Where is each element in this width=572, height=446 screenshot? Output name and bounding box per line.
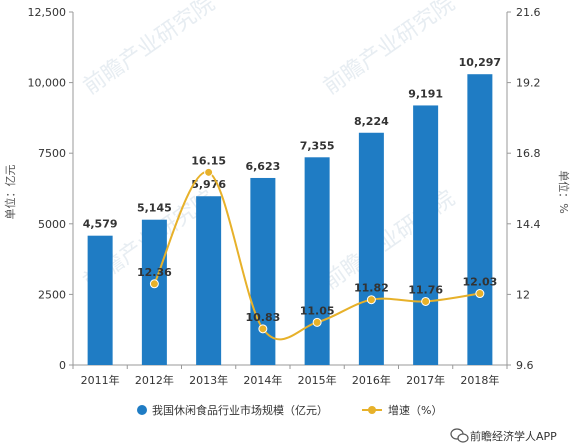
watermark-text: 前瞻产业研究院	[319, 186, 460, 295]
legend-line-label: 增速（%）	[388, 403, 442, 417]
growth-point	[366, 295, 376, 305]
legend: 我国休闲食品行业市场规模（亿元） 增速（%）	[137, 403, 442, 417]
footer: 前瞻经济学人APP	[450, 428, 557, 443]
x-axis-tick-label: 2016年	[352, 373, 391, 387]
x-axis-tick-label: 2014年	[243, 373, 282, 387]
watermark-text: 前瞻产业研究院	[79, 0, 220, 100]
watermark-text: 前瞻产业研究院	[319, 0, 460, 100]
bar	[358, 132, 384, 365]
x-axis: 2011年 2012年 2013年 2014年 2015年 2016年 2017年 2018年	[72, 364, 508, 387]
bar	[467, 74, 493, 366]
x-axis-tick-label: 2011年	[81, 373, 120, 387]
left-axis: 0 2500 5000 7500 10,000 12,500	[28, 6, 74, 372]
growth-point	[204, 167, 214, 177]
growth-point	[312, 317, 322, 327]
legend-bar-swatch	[137, 405, 147, 415]
left-axis-tick-label: 5000	[38, 218, 66, 231]
x-axis-tick-label: 2018年	[460, 373, 499, 387]
bar-value-label: 8,224	[354, 115, 389, 128]
left-axis-title: 单位：亿元	[3, 165, 17, 220]
right-axis-title: 单位：%	[557, 170, 571, 213]
bar	[87, 235, 113, 365]
growth-point	[258, 324, 268, 334]
x-axis-tick-label: 2013年	[189, 373, 228, 387]
left-axis-tick-label: 10,000	[28, 77, 67, 90]
bar	[413, 105, 439, 365]
bar-value-label: 5,976	[191, 178, 226, 191]
growth-value-label: 10.83	[245, 311, 280, 324]
growth-value-label: 11.82	[354, 282, 389, 295]
left-axis-tick-label: 7500	[38, 147, 66, 160]
wechat-icon	[450, 428, 469, 443]
line-point-labels: 12.36 16.15 10.83 11.05 11.82 11.76 12.03	[137, 154, 497, 323]
growth-value-label: 11.76	[408, 283, 443, 296]
right-axis-tick-label: 21.6	[516, 6, 541, 19]
bar-value-label: 9,191	[408, 87, 443, 100]
right-axis-tick-label: 14.4	[516, 218, 541, 231]
x-axis-tick-label: 2017年	[406, 373, 445, 387]
bar-series	[87, 74, 493, 366]
footer-text: 前瞻经济学人APP	[470, 429, 557, 443]
growth-point	[149, 279, 159, 289]
growth-value-label: 11.05	[300, 304, 335, 317]
growth-line	[153, 171, 481, 341]
right-axis: 9.6 12 14.4 16.8 19.2 21.6	[506, 6, 541, 372]
growth-point	[475, 289, 485, 299]
right-axis-tick-label: 16.8	[516, 147, 541, 160]
bar-labels: 4,579 5,145 5,976 6,623 7,355 8,224 9,191 10,29…	[83, 56, 501, 230]
x-axis-tick-label: 2012年	[135, 373, 174, 387]
bar	[304, 157, 330, 365]
right-axis-tick-label: 19.2	[516, 77, 541, 90]
growth-point	[421, 296, 431, 306]
bar-value-label: 10,297	[459, 56, 501, 69]
growth-value-label: 12.36	[137, 266, 172, 279]
bar	[250, 177, 276, 365]
bar-value-label: 6,623	[245, 160, 280, 173]
legend-line-marker	[368, 406, 376, 414]
growth-value-label: 16.15	[191, 154, 226, 167]
legend-bar-label: 我国休闲食品行业市场规模（亿元）	[152, 403, 328, 417]
left-axis-tick-label: 12,500	[28, 6, 67, 19]
left-axis-tick-label: 0	[59, 359, 66, 372]
bar-value-label: 5,145	[137, 202, 172, 215]
line-series	[149, 167, 485, 341]
right-axis-tick-label: 12	[516, 288, 530, 301]
growth-value-label: 12.03	[462, 276, 497, 289]
x-axis-tick-label: 2015年	[298, 373, 337, 387]
bar-value-label: 4,579	[83, 218, 118, 231]
bar	[196, 196, 222, 365]
bar-value-label: 7,355	[300, 139, 335, 152]
bar	[141, 219, 167, 365]
right-axis-tick-label: 9.6	[516, 359, 534, 372]
left-axis-tick-label: 2500	[38, 288, 66, 301]
